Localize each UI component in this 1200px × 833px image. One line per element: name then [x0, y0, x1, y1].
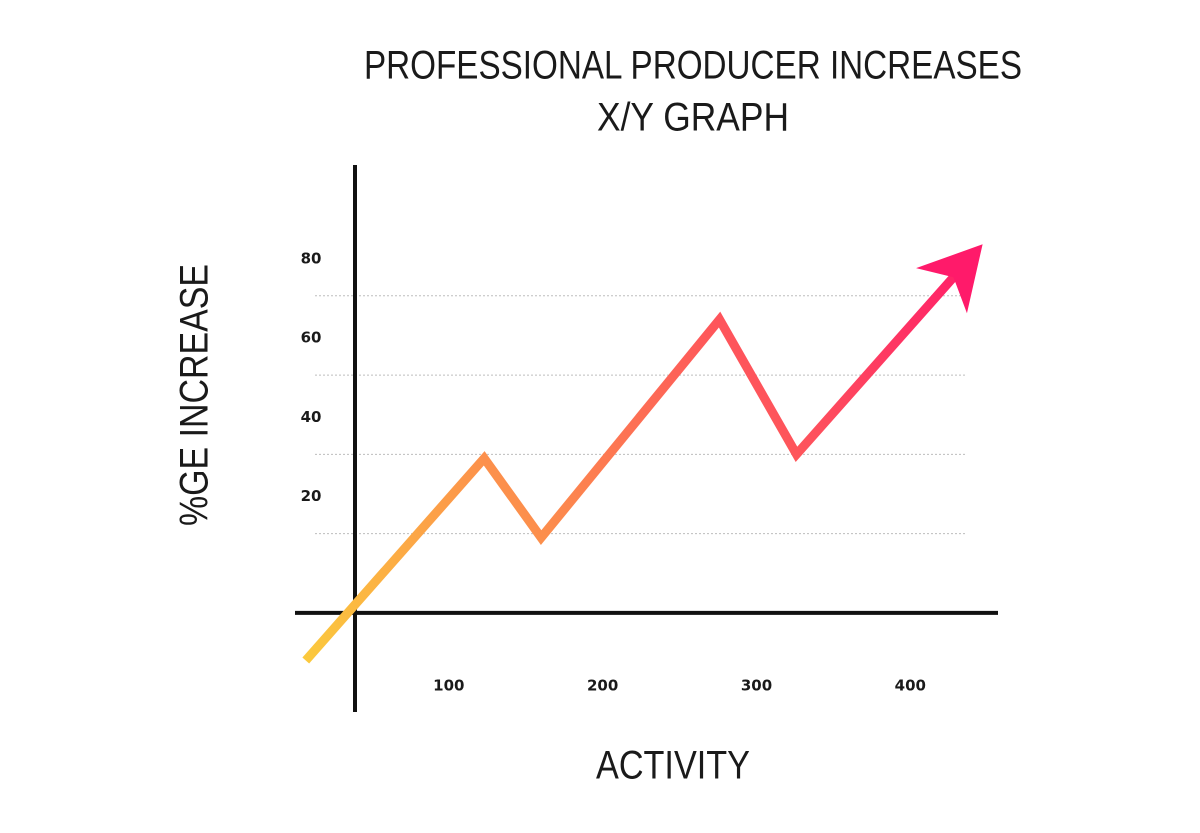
x-tick-label: 300 — [741, 676, 772, 694]
y-tick-label: 60 — [301, 329, 322, 347]
arrowhead — [916, 244, 983, 314]
data-line — [302, 271, 960, 664]
x-tick-label: 100 — [433, 676, 464, 694]
x-axis-label: ACTIVITY — [596, 744, 750, 788]
x-tick-label: 200 — [587, 676, 618, 694]
chart-title: PROFESSIONAL PRODUCER INCREASES — [364, 44, 1022, 88]
x-tick-label: 400 — [895, 676, 926, 694]
y-tick-label: 40 — [301, 408, 322, 426]
y-tick-label: 80 — [301, 249, 322, 267]
chart-subtitle: X/Y GRAPH — [597, 96, 789, 140]
y-tick-label: 20 — [301, 487, 322, 505]
y-axis-label: %GE INCREASE — [173, 264, 217, 526]
